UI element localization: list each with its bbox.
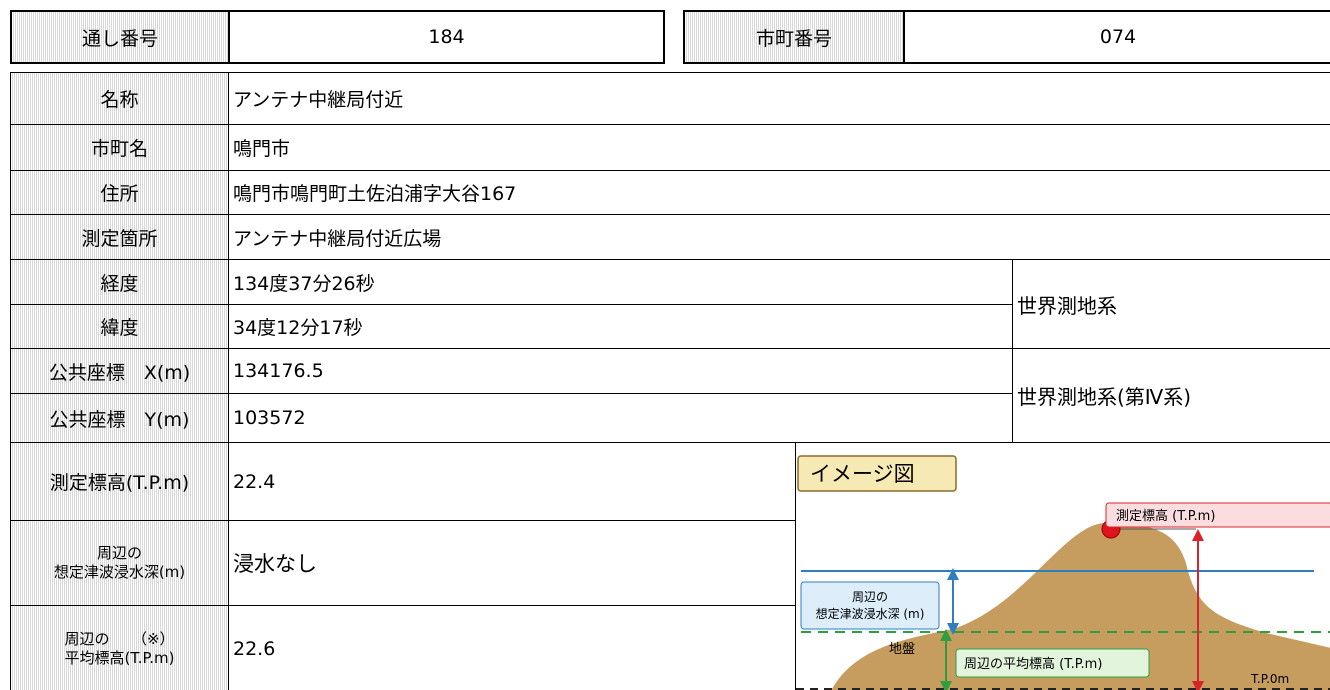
row-label: 公共座標 X(m) — [10, 348, 229, 394]
row-value: 34度12分17秒 — [228, 304, 1013, 349]
text: 想定津波浸水深(m) — [53, 563, 186, 581]
serial: 184 — [228, 10, 665, 64]
row-label: 周辺の 想定津波浸水深(m) — [10, 520, 229, 606]
row-label: 周辺の （※） 平均標高(T.P.m) — [10, 605, 229, 690]
ground-label: 地盤 — [889, 642, 915, 657]
text: 22.4 — [233, 470, 276, 493]
average-box — [955, 648, 1150, 678]
row-label: 住所 — [10, 170, 229, 215]
text: 公共座標 Y(m) — [49, 408, 190, 431]
text: 浸水なし — [233, 552, 317, 576]
datum-note: 世界測地系(第Ⅳ系) — [1012, 348, 1330, 443]
row-value: 鳴門市鳴門町土佐泊浦字大谷167 — [228, 170, 1330, 215]
text: 鳴門市 — [233, 138, 291, 160]
city-code: 074 — [903, 10, 1330, 64]
row-value: 134度37分26秒 — [228, 259, 1013, 305]
text: 測定箇所 — [81, 227, 158, 250]
text: 名称 — [100, 89, 139, 111]
text: 経度 — [100, 272, 139, 295]
zero-label: T.P.0m — [1250, 672, 1289, 686]
serial-label: 通し番号 — [10, 10, 230, 64]
text: 134176.5 — [233, 360, 324, 382]
row-label: 緯度 — [10, 304, 229, 349]
tsunami-box — [800, 581, 940, 630]
text: 通し番号 — [81, 27, 158, 50]
measured-box — [1105, 502, 1330, 528]
text: 市町番号 — [755, 27, 832, 50]
row-label: 測定箇所 — [10, 214, 229, 260]
text: 34度12分17秒 — [233, 317, 363, 339]
text: 公共座標 X(m) — [48, 361, 191, 384]
row-value: 134176.5 — [228, 348, 1013, 394]
text: 市町名 — [90, 138, 148, 160]
average-label: 周辺の平均標高 (T.P.m) — [964, 656, 1102, 672]
measured-label: 測定標高 (T.P.m) — [1116, 508, 1215, 524]
row-value: アンテナ中継局付近広場 — [228, 214, 1330, 260]
diagram: イメージ図測定標高 (T.P.m) 周辺の想定津波浸水深 (m) 地盤周辺の平均標高… — [795, 442, 1330, 690]
row-value: アンテナ中継局付近 — [228, 72, 1330, 125]
row-label: 市町名 — [10, 124, 229, 171]
row-label: 名称 — [10, 72, 229, 125]
tsunami-label: 周辺の — [852, 590, 888, 604]
text: 周辺の — [96, 544, 142, 563]
text: 測定標高(T.P.m) — [49, 472, 190, 494]
text: 103572 — [233, 407, 306, 429]
row-value: 浸水なし — [228, 520, 796, 606]
text: 134度37分26秒 — [233, 272, 375, 295]
text: 鳴門市鳴門町土佐泊浦字大谷167 — [233, 183, 517, 205]
text: アンテナ中継局付近 — [233, 89, 404, 111]
text: アンテナ中継局付近広場 — [233, 227, 442, 250]
diagram-title: イメージ図 — [810, 462, 915, 486]
text: 世界測地系(第Ⅳ系) — [1017, 385, 1192, 409]
datum-note: 世界測地系 — [1012, 259, 1330, 349]
row-value: 103572 — [228, 393, 1013, 443]
text: 184 — [428, 26, 465, 48]
text: 緯度 — [100, 317, 139, 339]
text: 住所 — [100, 183, 139, 205]
text: 平均標高(T.P.m) — [64, 649, 175, 667]
row-label: 測定標高(T.P.m) — [10, 442, 229, 521]
row-label: 公共座標 Y(m) — [10, 393, 229, 443]
city-code-label: 市町番号 — [683, 10, 905, 64]
text: 世界測地系 — [1017, 293, 1117, 318]
text: 074 — [1099, 26, 1137, 48]
row-value: 22.6 — [228, 605, 796, 690]
text: 周辺の （※） — [64, 630, 175, 649]
row-value: 22.4 — [228, 442, 796, 521]
row-value: 鳴門市 — [228, 124, 1330, 171]
row-label: 経度 — [10, 259, 229, 305]
hill — [831, 523, 1330, 690]
title-box — [797, 455, 957, 492]
text: 22.6 — [233, 638, 276, 660]
tsunami-label: 想定津波浸水深 (m) — [816, 606, 925, 621]
